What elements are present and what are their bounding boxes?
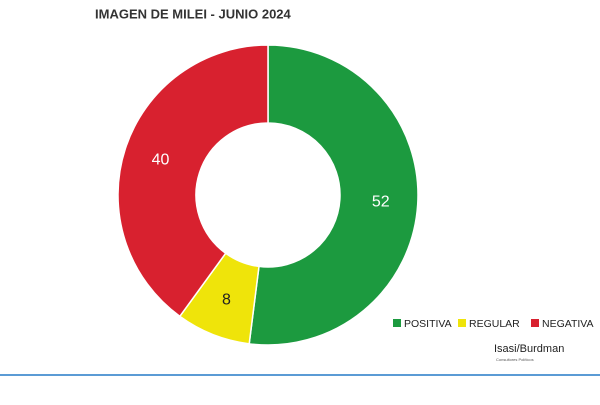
donut-slice <box>248 44 419 346</box>
data-label: 40 <box>152 151 170 168</box>
chart-title: IMAGEN DE MILEI - JUNIO 2024 <box>95 6 292 21</box>
source: Isasi/Burdman <box>494 343 564 355</box>
donut-slice <box>117 44 269 318</box>
legend-swatch <box>393 319 401 327</box>
data-label: 52 <box>372 193 390 210</box>
data-label: 8 <box>222 291 231 308</box>
source-subtitle: Consultores Políticos <box>496 357 534 362</box>
legend-swatch <box>458 319 466 327</box>
legend-label: POSITIVA <box>404 318 452 330</box>
legend-label: NEGATIVA <box>542 318 594 330</box>
legend-swatch <box>531 319 539 327</box>
legend-label: REGULAR <box>469 318 520 330</box>
